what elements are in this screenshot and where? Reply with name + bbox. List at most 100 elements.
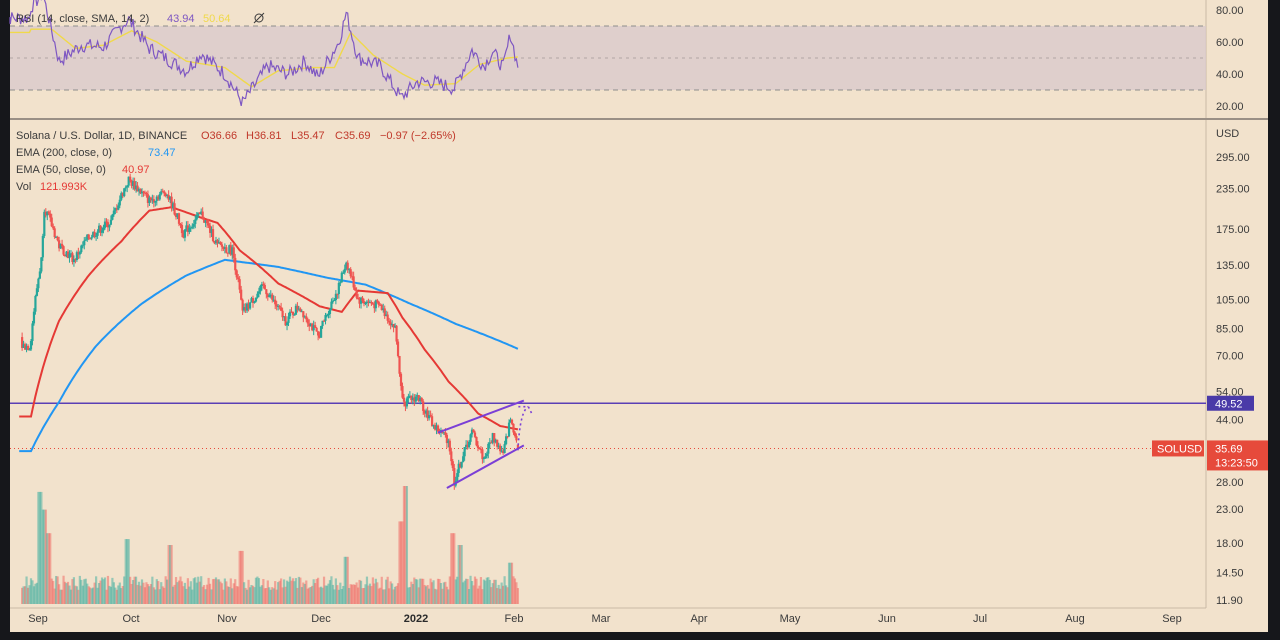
candle-body [265,289,268,295]
symbol-tag-text: SOLUSD [1157,443,1202,455]
candle-body [417,395,420,402]
candle-body [126,185,129,188]
volume-bar [38,491,41,604]
price-tick-label: 23.00 [1216,504,1244,516]
price-tick-label: 175.00 [1216,224,1250,236]
volume-bar [132,580,135,604]
volume-bar [401,521,404,604]
volume-bar [60,589,64,604]
candle-body [506,436,509,438]
volume-label[interactable]: Vol [16,181,31,193]
volume-bar [23,586,27,604]
volume-bar [337,589,340,604]
candle-body [77,252,80,255]
candle-body [269,294,272,296]
candle-body [359,297,363,304]
volume-bar [155,579,158,604]
resistance-tag[interactable]: 49.52 [1207,395,1254,411]
candle-body [309,323,312,327]
candle-body [277,305,280,307]
candle-body [293,314,296,316]
candles[interactable] [21,173,520,490]
candle-body [66,251,70,259]
candle-body [235,270,238,278]
candle-body [411,397,414,401]
candle-body [74,259,77,261]
volume-bar [207,577,210,604]
candle-body [41,235,44,258]
volume-bar [235,586,238,604]
symbol-tag[interactable]: SOLUSD [1152,440,1204,457]
volume-bar [462,582,465,604]
volume-bar [257,578,261,604]
time-axis-label: Mar [592,613,611,625]
volume-bar [194,577,197,604]
candle-body [201,211,204,220]
candle-body [152,199,155,203]
last-price-tag[interactable]: 35.69 13:23:50 [1207,440,1268,471]
candle-body [280,307,283,311]
channel-lower-line[interactable] [446,444,525,489]
volume-bar [494,579,497,604]
candle-body [327,314,330,316]
volume-bar [373,583,376,604]
volume-bar [177,580,181,604]
candle-body [275,304,278,307]
candle-body [158,194,161,200]
volume-bar [203,585,206,604]
candle-body [355,290,358,298]
candle-body [339,282,342,284]
candle-body [58,240,61,249]
candle-body [203,219,206,223]
volume-bar [254,577,258,604]
candle-body [419,397,422,402]
currency-label[interactable]: USD [1216,128,1239,140]
volume-bar [201,586,204,604]
rsi-line[interactable] [9,0,519,107]
price-axis[interactable]: 295.00 235.00 175.00 135.00 105.00 85.00 70.00… [1216,152,1250,607]
ema200-label[interactable]: EMA (200, close, 0) [16,147,112,159]
volume-bar [282,579,286,604]
volume-bar [96,587,99,604]
volume-bar [380,576,383,604]
volume-bar [288,576,292,604]
candle-body [391,324,394,326]
candle-body [475,436,478,446]
eye-off-icon[interactable] [253,12,265,24]
rsi-pane[interactable]: 80.00 60.00 40.00 20.00 RSI (14, close, SMA… [9,0,1244,113]
price-pane[interactable]: 295.00 235.00 175.00 135.00 105.00 85.00 70.00… [10,128,1268,607]
volume-bar [231,588,234,604]
candle-body [129,176,132,181]
channel-upper-line[interactable] [437,399,525,434]
candle-body [348,269,351,271]
symbol-name[interactable]: Solana / U.S. Dollar, 1D, BINANCE [16,130,187,142]
projection-arrow[interactable] [517,405,534,451]
candle-body [34,295,37,312]
candle-body [234,257,237,271]
volume-bar [293,581,296,604]
ema200-line[interactable] [19,258,519,453]
volume-bar [334,578,337,604]
candle-body [325,314,329,316]
ema50-line[interactable] [19,206,519,431]
volume-bar [493,579,496,604]
candle-body [183,229,187,238]
candle-body [118,199,121,206]
candle-body [50,217,53,227]
candle-body [210,229,213,233]
volume-bar [213,578,216,604]
candle-body [32,311,36,324]
candle-body [167,194,170,200]
time-axis-label: May [780,613,801,625]
candle-body [68,253,71,259]
volume-bar [349,584,352,604]
volume-bar [469,575,472,604]
volume-bar [274,581,277,604]
ema50-label[interactable]: EMA (50, close, 0) [16,164,106,176]
rsi-title[interactable]: RSI (14, close, SMA, 14, 2) [16,13,149,25]
volume-bar [263,588,266,604]
time-axis[interactable]: Sep Oct Nov Dec 2022 Feb Mar Apr May Jun Jul Aug Sep [28,613,1182,625]
rsi-axis[interactable]: 80.00 60.00 40.00 20.00 [1216,5,1244,113]
candle-body [136,185,139,192]
